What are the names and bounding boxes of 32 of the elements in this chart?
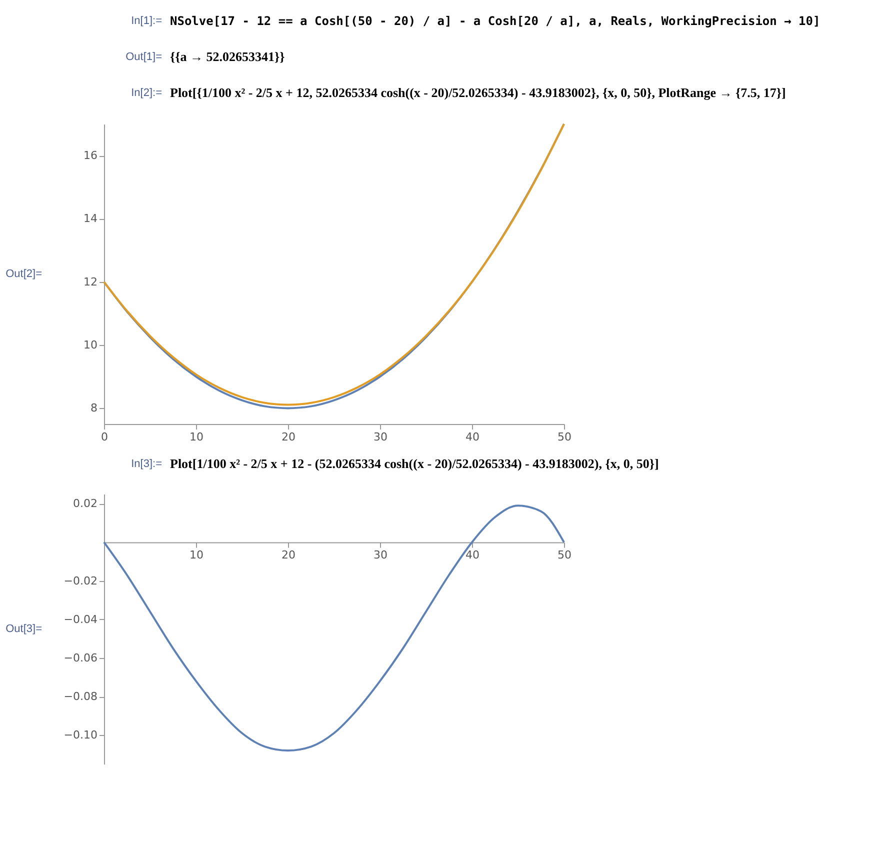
x-tick-label: 10 bbox=[190, 548, 204, 562]
y-tick-label: 12 bbox=[84, 275, 98, 288]
y-tick-label: −0.04 bbox=[64, 612, 98, 626]
text: Plot[1/100 x² - 2/5 x + 12 - (52.0265334 cosh((x - 20)/52.0265334) - 43.9183002), {x, 0, 50}] bbox=[170, 456, 659, 471]
x-tick-label: 10 bbox=[190, 430, 204, 444]
y-tick-label: 10 bbox=[84, 338, 98, 352]
x-tick-label: 30 bbox=[374, 430, 388, 444]
x-tick-label: 40 bbox=[466, 548, 480, 562]
text: Out[2]= bbox=[6, 268, 42, 280]
text: Plot[{1/100 x² - 2/5 x + 12, 52.0265334 cosh((x - 20)/52.0265334) - 43.9183002}, {x, 0, 50}, PlotRange → {7.5, 17}] bbox=[170, 85, 786, 100]
y-tick-label: −0.08 bbox=[64, 690, 98, 703]
x-tick-label: 40 bbox=[466, 430, 480, 444]
y-tick-label: 8 bbox=[90, 402, 98, 415]
x-tick-label: 20 bbox=[282, 430, 296, 444]
text: In[1]:= bbox=[131, 15, 162, 27]
x-tick-label: 20 bbox=[282, 548, 296, 562]
y-tick-label: −0.06 bbox=[64, 651, 98, 664]
y-tick-label: 0.02 bbox=[73, 497, 98, 510]
y-tick-label: 16 bbox=[84, 149, 98, 162]
y-tick-label: 14 bbox=[84, 212, 98, 226]
text: In[2]:= bbox=[131, 87, 162, 99]
x-tick-label: 50 bbox=[558, 548, 572, 562]
text: Out[3]= bbox=[6, 623, 42, 635]
x-tick-label: 0 bbox=[101, 430, 108, 444]
text: {{a → 52.02653341}} bbox=[170, 49, 285, 64]
text: In[3]:= bbox=[131, 458, 162, 470]
x-tick-label: 50 bbox=[558, 430, 572, 444]
y-tick-label: −0.10 bbox=[64, 728, 98, 742]
y-tick-label: −0.02 bbox=[64, 574, 98, 588]
x-tick-label: 30 bbox=[374, 548, 388, 562]
text: NSolve[17 - 12 == a Cosh[(50 - 20) / a] - a Cosh[20 / a], a, Reals, WorkingPrecision → 10] bbox=[170, 14, 820, 28]
text: Out[1]= bbox=[126, 51, 162, 63]
